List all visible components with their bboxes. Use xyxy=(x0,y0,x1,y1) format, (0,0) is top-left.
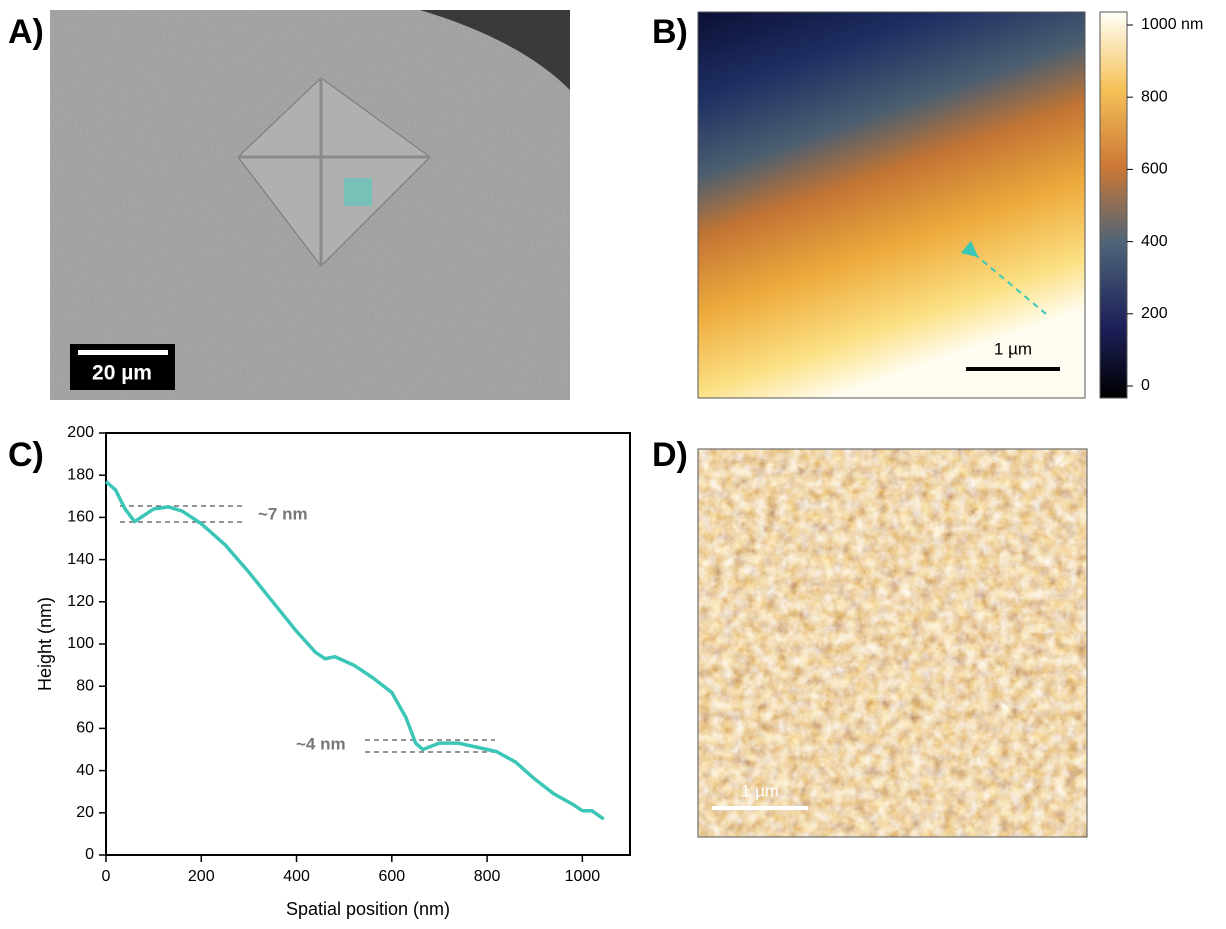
y-tick-label: 140 xyxy=(67,551,94,568)
scale-bar xyxy=(712,806,808,810)
colorbar-tick-label: 800 xyxy=(1141,88,1168,105)
y-tick-label: 80 xyxy=(76,677,94,694)
annotation-lines xyxy=(120,506,495,752)
colorbar xyxy=(1100,12,1127,398)
x-axis-label: Spatial position (nm) xyxy=(286,899,450,919)
panel-c: C) ~7 nm ~4 nm Spatial position (nm) Hei… xyxy=(8,433,630,919)
panel-b: 1 µm B) xyxy=(652,12,1127,398)
colorbar-tick-label: 200 xyxy=(1141,305,1168,322)
scale-bar-label: 20 µm xyxy=(92,362,152,385)
scan-area xyxy=(344,178,372,206)
y-tick-label: 200 xyxy=(67,424,94,441)
panel-d: 1 µm D) xyxy=(652,436,1087,837)
colorbar-tick-label: 0 xyxy=(1141,377,1150,394)
panel-label: D) xyxy=(652,436,688,474)
y-tick-label: 120 xyxy=(67,593,94,610)
annotation: ~4 nm xyxy=(296,734,346,753)
colorbar-tick-label: 400 xyxy=(1141,233,1168,250)
line-series xyxy=(106,482,604,820)
x-tick-label: 800 xyxy=(474,868,501,885)
scale-bar xyxy=(78,350,168,355)
y-axis-label: Height (nm) xyxy=(35,597,55,691)
phase-map xyxy=(698,449,1087,837)
panel-label: C) xyxy=(8,436,44,474)
y-tick-label: 20 xyxy=(76,804,94,821)
page: {"panel_labels":["A)","B)","C)","D)"], "… xyxy=(0,0,1226,929)
x-tick-label: 1000 xyxy=(565,868,601,885)
x-tick-label: 400 xyxy=(283,868,310,885)
annotation: ~7 nm xyxy=(258,504,308,523)
colorbar-tick-label: 600 xyxy=(1141,161,1168,178)
panel-label: B) xyxy=(652,13,688,51)
panel-label: A) xyxy=(8,13,44,51)
y-tick-label: 100 xyxy=(67,635,94,652)
x-tick-label: 200 xyxy=(188,868,215,885)
y-tick-label: 180 xyxy=(67,466,94,483)
y-tick-label: 160 xyxy=(67,509,94,526)
scale-bar-label: 1 µm xyxy=(741,781,779,800)
y-tick-label: 60 xyxy=(76,720,94,737)
y-tick-label: 0 xyxy=(85,846,94,863)
y-tick-label: 40 xyxy=(76,762,94,779)
figure: 20 µm A) 1 µm B) C) ~7 nm ~4 nm Spatial … xyxy=(0,0,1226,924)
panel-a: 20 µm A) xyxy=(8,10,570,400)
x-tick-label: 0 xyxy=(102,868,111,885)
scale-bar-label: 1 µm xyxy=(994,339,1032,358)
x-tick-label: 600 xyxy=(378,868,405,885)
scale-bar xyxy=(966,367,1060,371)
colorbar-tick-label: 1000 nm xyxy=(1141,16,1203,33)
